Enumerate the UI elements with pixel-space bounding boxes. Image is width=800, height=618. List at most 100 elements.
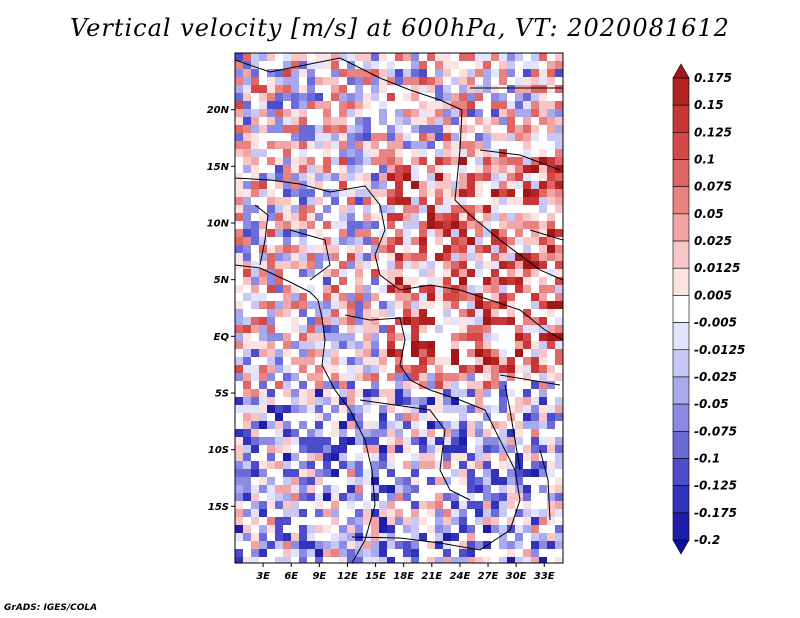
field-cell — [403, 125, 411, 133]
field-cell — [283, 309, 291, 317]
field-cell — [531, 197, 539, 205]
field-cell — [411, 237, 419, 245]
field-cell — [323, 397, 331, 405]
field-cell — [331, 53, 339, 61]
field-cell — [331, 525, 339, 533]
field-cell — [251, 69, 259, 77]
field-cell — [515, 469, 523, 477]
field-cell — [395, 293, 403, 301]
field-cell — [403, 173, 411, 181]
field-cell — [411, 549, 419, 557]
field-cell — [355, 453, 363, 461]
field-cell — [235, 125, 243, 133]
field-cell — [475, 125, 483, 133]
field-cell — [403, 109, 411, 117]
field-cell — [307, 245, 315, 253]
field-cell — [451, 413, 459, 421]
field-cell — [331, 341, 339, 349]
field-cell — [283, 325, 291, 333]
field-cell — [467, 181, 475, 189]
field-cell — [347, 197, 355, 205]
field-cell — [531, 125, 539, 133]
field-cell — [251, 149, 259, 157]
field-cell — [387, 317, 395, 325]
field-cell — [419, 533, 427, 541]
field-cell — [331, 365, 339, 373]
field-cell — [235, 501, 243, 509]
field-cell — [491, 149, 499, 157]
field-cell — [291, 117, 299, 125]
field-cell — [347, 325, 355, 333]
field-cell — [355, 229, 363, 237]
field-cell — [443, 133, 451, 141]
field-cell — [507, 253, 515, 261]
field-cell — [403, 221, 411, 229]
field-cell — [299, 365, 307, 373]
field-cell — [235, 397, 243, 405]
field-cell — [371, 277, 379, 285]
field-cell — [507, 525, 515, 533]
field-cell — [451, 509, 459, 517]
field-cell — [355, 69, 363, 77]
field-cell — [395, 229, 403, 237]
field-cell — [267, 453, 275, 461]
field-cell — [531, 341, 539, 349]
field-cell — [507, 293, 515, 301]
field-cell — [411, 181, 419, 189]
field-cell — [483, 445, 491, 453]
field-cell — [387, 213, 395, 221]
field-cell — [499, 221, 507, 229]
field-cell — [435, 349, 443, 357]
field-cell — [467, 365, 475, 373]
field-cell — [475, 429, 483, 437]
field-cell — [507, 197, 515, 205]
field-cell — [531, 141, 539, 149]
field-cell — [283, 157, 291, 165]
field-cell — [331, 437, 339, 445]
lat-tick-label: 10S — [208, 445, 229, 456]
field-cell — [539, 525, 547, 533]
field-cell — [547, 197, 555, 205]
field-cell — [419, 141, 427, 149]
field-cell — [459, 149, 467, 157]
field-cell — [499, 61, 507, 69]
field-cell — [539, 453, 547, 461]
field-cell — [451, 125, 459, 133]
field-cell — [283, 165, 291, 173]
field-cell — [387, 557, 395, 563]
field-cell — [347, 349, 355, 357]
field-cell — [515, 533, 523, 541]
field-cell — [555, 317, 563, 325]
field-cell — [443, 125, 451, 133]
field-cell — [387, 173, 395, 181]
field-cell — [507, 141, 515, 149]
field-cell — [235, 349, 243, 357]
field-cell — [499, 373, 507, 381]
field-cell — [267, 557, 275, 563]
field-cell — [395, 357, 403, 365]
field-cell — [235, 237, 243, 245]
field-cell — [411, 213, 419, 221]
field-cell — [491, 341, 499, 349]
field-cell — [243, 541, 251, 549]
field-cell — [475, 157, 483, 165]
field-cell — [235, 285, 243, 293]
field-cell — [531, 405, 539, 413]
field-cell — [323, 541, 331, 549]
field-cell — [451, 157, 459, 165]
field-cell — [347, 117, 355, 125]
field-cell — [419, 349, 427, 357]
field-cell — [531, 373, 539, 381]
field-cell — [411, 309, 419, 317]
field-cell — [251, 357, 259, 365]
field-cell — [427, 301, 435, 309]
field-cell — [459, 205, 467, 213]
field-cell — [251, 277, 259, 285]
field-cell — [515, 333, 523, 341]
field-cell — [283, 181, 291, 189]
field-cell — [267, 237, 275, 245]
field-cell — [475, 277, 483, 285]
field-cell — [411, 541, 419, 549]
field-cell — [307, 85, 315, 93]
field-cell — [363, 349, 371, 357]
